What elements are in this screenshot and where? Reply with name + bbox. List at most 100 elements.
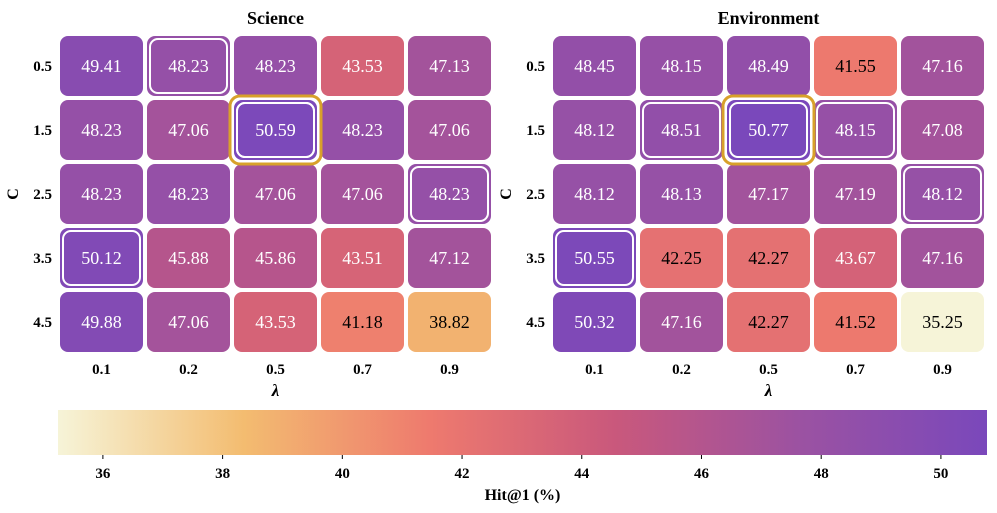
best-highlight-box (729, 102, 808, 158)
heatmap-cell (640, 228, 723, 288)
cell-value-label: 48.15 (835, 120, 876, 140)
colorbar-tick-label: 38 (215, 466, 230, 482)
y-tick-label: 0.5 (33, 59, 52, 75)
heatmap-cell (234, 228, 317, 288)
cell-value-label: 48.23 (429, 184, 470, 204)
heatmap-cell (147, 292, 230, 352)
heatmap-cell (553, 292, 636, 352)
heatmap-cell (408, 36, 491, 96)
heatmap-cell (60, 36, 143, 96)
cell-value-label: 50.59 (255, 120, 296, 140)
cell-value-label: 48.23 (255, 56, 296, 76)
x-tick-label: 0.5 (759, 362, 778, 378)
heatmap-cell (60, 100, 143, 160)
cell-value-label: 47.16 (922, 56, 963, 76)
cell-value-label: 41.18 (342, 312, 383, 332)
colorbar-tick-label: 44 (574, 466, 590, 482)
cell-value-label: 41.52 (835, 312, 876, 332)
heatmap-cell (814, 228, 897, 288)
cell-value-label: 35.25 (922, 312, 963, 332)
panel-title: Environment (718, 8, 820, 28)
cell-value-label: 43.53 (342, 56, 383, 76)
colorbar-tick-label: 48 (814, 466, 829, 482)
cell-value-label: 43.53 (255, 312, 296, 332)
heatmap-cell (814, 100, 897, 160)
heatmap-cell (234, 100, 317, 160)
y-tick-label: 2.5 (33, 187, 52, 203)
cell-value-label: 47.06 (429, 120, 470, 140)
cell-value-label: 41.55 (835, 56, 876, 76)
colorbar-tick-label: 46 (694, 466, 710, 482)
cell-value-label: 48.23 (81, 120, 122, 140)
cell-value-label: 42.25 (661, 248, 702, 268)
heatmap-cell (147, 164, 230, 224)
heatmap-cell (321, 164, 404, 224)
heatmap-cell (727, 164, 810, 224)
heatmap-cell (147, 36, 230, 96)
colorbar-bar (58, 410, 987, 455)
cell-value-label: 48.23 (81, 184, 122, 204)
cell-value-label: 49.88 (81, 312, 122, 332)
y-tick-label: 2.5 (526, 187, 545, 203)
heatmap-cell (640, 164, 723, 224)
heatmap-cell (727, 100, 810, 160)
cell-value-label: 47.16 (661, 312, 702, 332)
best-highlight-box (236, 102, 315, 158)
best-highlight-box (816, 102, 895, 158)
cell-value-label: 48.23 (342, 120, 383, 140)
x-tick-label: 0.7 (846, 362, 865, 378)
x-axis-label: λ (271, 381, 280, 400)
x-tick-label: 0.9 (440, 362, 459, 378)
cell-value-label: 47.12 (429, 248, 470, 268)
heatmap-cell (814, 164, 897, 224)
x-tick-label: 0.1 (92, 362, 111, 378)
y-axis-label: C (5, 188, 22, 200)
y-tick-label: 3.5 (526, 251, 545, 267)
y-tick-label: 1.5 (526, 123, 545, 139)
y-tick-label: 4.5 (526, 315, 545, 331)
cell-value-label: 50.32 (574, 312, 615, 332)
x-tick-label: 0.5 (266, 362, 285, 378)
cell-value-label: 43.51 (342, 248, 383, 268)
science-panel: Science 49.41 48.23 48.23 43.53 47.13 48.23 47.… (5, 8, 491, 400)
cell-value-label: 47.06 (255, 184, 296, 204)
heatmap-cell (234, 292, 317, 352)
heatmap-cell (60, 292, 143, 352)
heatmap-cell (640, 100, 723, 160)
heatmap-cell (640, 292, 723, 352)
colorbar-tick-label: 50 (933, 466, 948, 482)
heatmap-cell (553, 164, 636, 224)
heatmap-cell (727, 292, 810, 352)
y-tick-label: 1.5 (33, 123, 52, 139)
panel-title: Science (247, 8, 304, 28)
cell-value-label: 48.15 (661, 56, 702, 76)
cell-value-label: 48.12 (574, 184, 615, 204)
cell-value-label: 48.23 (168, 56, 209, 76)
best-highlight-box (642, 102, 721, 158)
y-axis-label: C (498, 188, 515, 200)
heatmap-cell (901, 228, 984, 288)
heatmap-cell (901, 36, 984, 96)
heatmap-cell (814, 36, 897, 96)
best-highlight-box (410, 166, 489, 222)
cell-value-label: 38.82 (429, 312, 470, 332)
cell-value-label: 48.23 (168, 184, 209, 204)
heatmap-cell (321, 228, 404, 288)
heatmap-cell (901, 164, 984, 224)
heatmap-cell (321, 100, 404, 160)
best-highlight-box (555, 230, 634, 286)
heatmap-cell (553, 100, 636, 160)
x-tick-label: 0.7 (353, 362, 372, 378)
x-axis-label: λ (764, 381, 773, 400)
colorbar-label: Hit@1 (%) (485, 487, 561, 504)
heatmap-cell (234, 164, 317, 224)
cell-value-label: 48.12 (574, 120, 615, 140)
overall-best-box (228, 94, 323, 166)
heatmap-cell (814, 292, 897, 352)
heatmap-cell (553, 228, 636, 288)
cell-value-label: 48.49 (748, 56, 789, 76)
cell-value-label: 47.06 (168, 120, 209, 140)
x-tick-label: 0.1 (585, 362, 604, 378)
cell-value-label: 45.88 (168, 248, 209, 268)
